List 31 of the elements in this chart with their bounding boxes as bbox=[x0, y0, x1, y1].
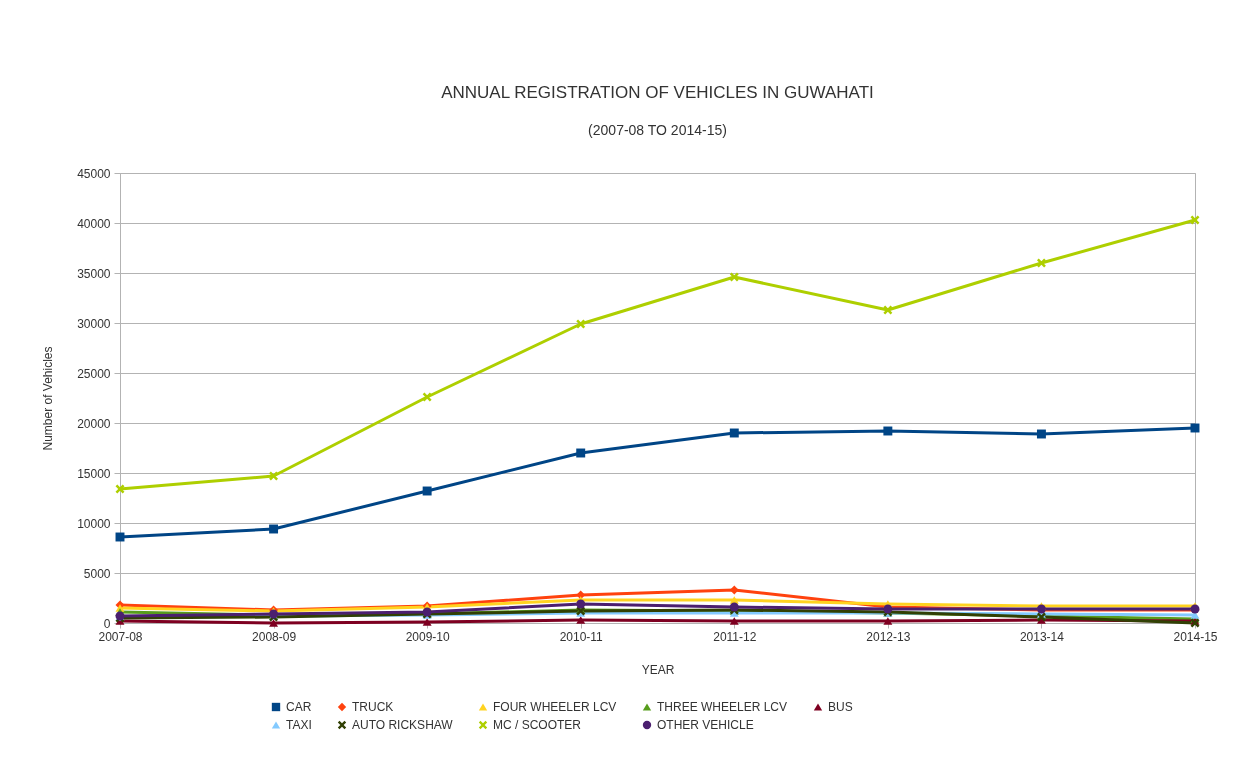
x-tick-label: 2009-10 bbox=[405, 629, 450, 644]
y-tick-label: 0 bbox=[103, 616, 111, 631]
y-tick-label: 45000 bbox=[77, 166, 111, 181]
y-tick-label: 35000 bbox=[77, 266, 111, 281]
legend-label: TRUCK bbox=[352, 700, 394, 714]
legend-label: BUS bbox=[828, 700, 853, 714]
x-tick-label: 2011-12 bbox=[713, 629, 757, 644]
legend-label: AUTO RICKSHAW bbox=[352, 718, 454, 732]
y-tick-label: 10000 bbox=[77, 516, 111, 531]
legend-label: THREE WHEELER LCV bbox=[657, 700, 788, 714]
y-tick-label: 40000 bbox=[77, 216, 111, 231]
y-tick-label: 5000 bbox=[83, 566, 111, 581]
y-axis-title: Number of Vehicles bbox=[41, 346, 56, 451]
legend-label: OTHER VEHICLE bbox=[657, 718, 754, 732]
x-tick-label: 2014-15 bbox=[1173, 629, 1218, 644]
x-tick-label: 2008-09 bbox=[252, 629, 297, 644]
legend-label: CAR bbox=[286, 700, 312, 714]
legend-label: TAXI bbox=[286, 718, 312, 732]
x-tick-label: 2010-11 bbox=[559, 629, 604, 644]
y-tick-label: 15000 bbox=[77, 466, 111, 481]
y-tick-label: 20000 bbox=[77, 416, 111, 431]
legend-label: FOUR WHEELER LCV bbox=[493, 700, 617, 714]
x-tick-label: 2012-13 bbox=[866, 629, 911, 644]
legend-label: MC / SCOOTER bbox=[493, 718, 582, 732]
x-tick-label: 2007-08 bbox=[98, 629, 143, 644]
chart-title: ANNUAL REGISTRATION OF VEHICLES IN GUWAHATI bbox=[441, 83, 874, 102]
y-tick-label: 30000 bbox=[77, 316, 111, 331]
x-axis-title: YEAR bbox=[641, 662, 675, 677]
y-tick-label: 25000 bbox=[77, 366, 111, 381]
x-tick-label: 2013-14 bbox=[1019, 629, 1065, 644]
chart-subtitle: (2007-08 TO 2014-15) bbox=[588, 122, 727, 138]
